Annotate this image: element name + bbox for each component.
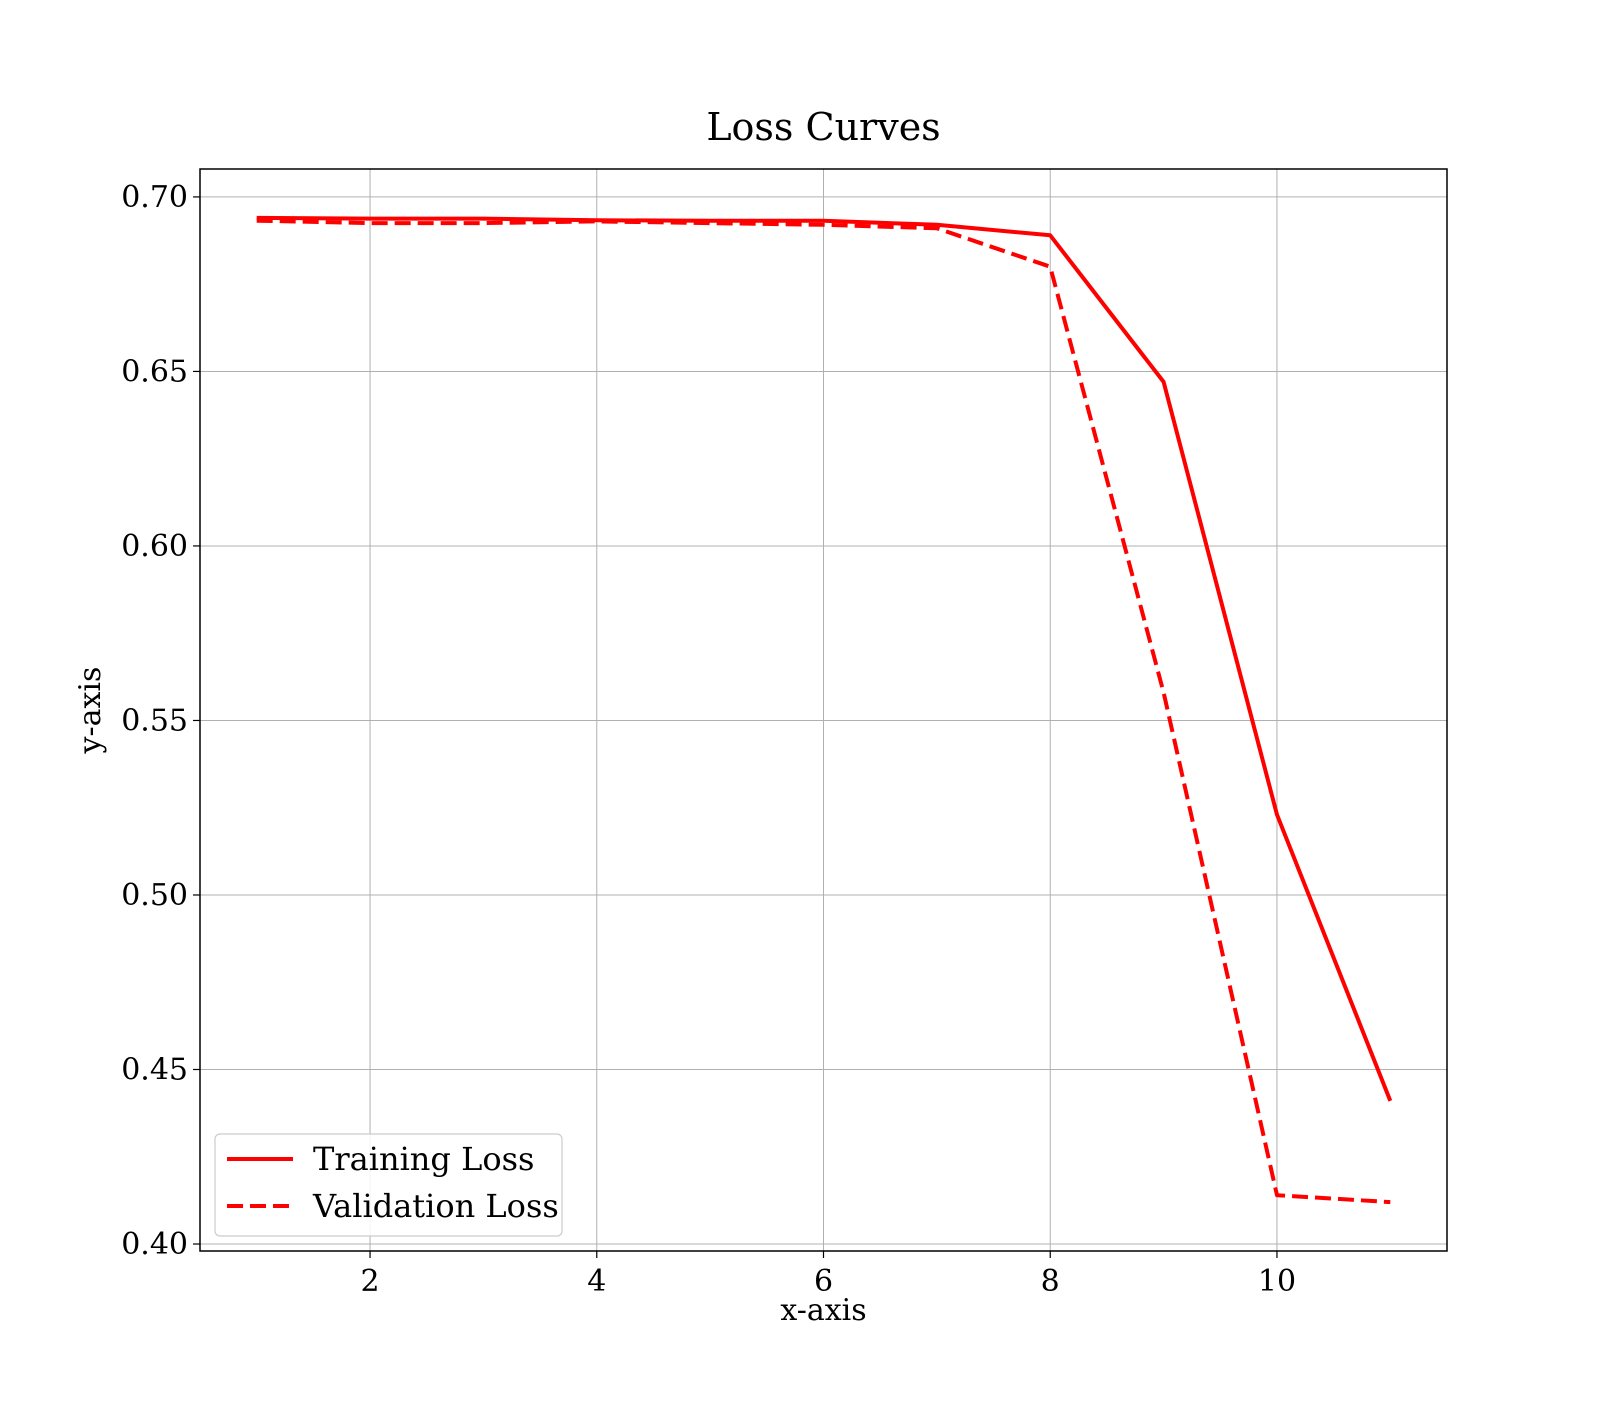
- y-tick-label: 0.65: [121, 354, 188, 389]
- y-tick-label: 0.70: [121, 180, 188, 215]
- ticks: 2 4 6 8 10 0.40 0.45 0.50 0.55 0.60 0.65 0.70: [121, 180, 1296, 1299]
- y-tick-label: 0.50: [121, 878, 188, 913]
- x-axis-label: x-axis: [780, 1293, 866, 1328]
- y-tick-label: 0.60: [121, 529, 188, 564]
- y-tick-label: 0.40: [121, 1227, 188, 1262]
- x-tick-label: 4: [587, 1264, 606, 1299]
- x-tick-label: 8: [1041, 1264, 1060, 1299]
- x-tick-label: 10: [1258, 1264, 1296, 1299]
- legend-label: Validation Loss: [312, 1187, 559, 1225]
- x-tick-label: 2: [360, 1264, 379, 1299]
- x-tick-label: 6: [814, 1264, 833, 1299]
- y-tick-label: 0.45: [121, 1053, 188, 1088]
- series-layer: [256, 215, 1393, 1205]
- legend: Training Loss Validation Loss: [214, 1133, 563, 1237]
- legend-box: [214, 1133, 563, 1237]
- grid: [200, 169, 1447, 1251]
- series-line-training-loss: [256, 215, 1393, 1102]
- series-line-validation-loss: [256, 218, 1391, 1205]
- legend-label: Training Loss: [313, 1140, 534, 1178]
- chart-title: Loss Curves: [706, 105, 940, 149]
- y-axis-label: y-axis: [73, 667, 108, 755]
- y-tick-label: 0.55: [121, 703, 188, 738]
